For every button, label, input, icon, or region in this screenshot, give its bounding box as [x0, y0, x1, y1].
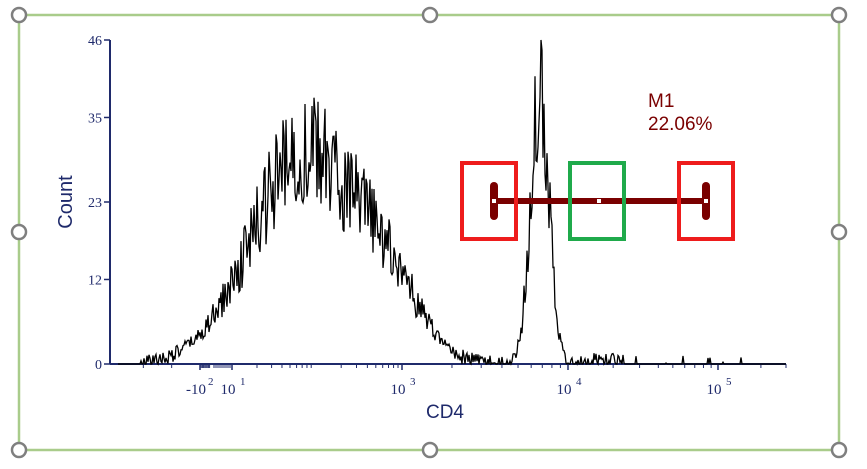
x-tick-exponent: 1	[240, 376, 246, 388]
y-ticks: 0 12 23 35 46	[88, 34, 110, 373]
x-tick-label: -10	[186, 382, 206, 398]
gate-right-dot	[704, 199, 708, 203]
x-tick-exponent: 2	[208, 376, 214, 388]
highlight-box-right	[677, 161, 735, 241]
highlight-box-center	[568, 161, 626, 241]
x-tick-exponent: 3	[410, 376, 416, 388]
resize-handle[interactable]	[421, 441, 439, 459]
x-ticks: -10 2 10 1 10 3 10 4 10 5	[142, 364, 787, 398]
resize-handle[interactable]	[830, 441, 848, 459]
gate-name: M1	[648, 91, 674, 112]
x-axis-label: CD4	[426, 402, 464, 423]
gate-percent: 22.06%	[648, 114, 713, 135]
resize-handles[interactable]	[10, 6, 848, 459]
y-tick-label: 23	[88, 196, 102, 211]
y-tick-label: 12	[88, 273, 102, 288]
resize-handle[interactable]	[830, 6, 848, 24]
gate-center-dot	[597, 199, 601, 203]
x-tick-exponent: 5	[726, 376, 732, 388]
y-tick-label: 46	[88, 34, 102, 49]
x-tick-label: 10	[557, 382, 572, 398]
highlight-box-left	[460, 161, 518, 241]
resize-handle[interactable]	[10, 441, 28, 459]
gate-m1[interactable]: M1 22.06%	[490, 91, 713, 220]
y-tick-label: 0	[95, 358, 102, 373]
resize-handle[interactable]	[421, 6, 439, 24]
y-tick-label: 35	[88, 111, 102, 126]
resize-handle[interactable]	[10, 223, 28, 241]
resize-handle[interactable]	[830, 223, 848, 241]
x-tick-exponent: 4	[576, 376, 582, 388]
resize-handle[interactable]	[10, 6, 28, 24]
x-tick-label: 10	[707, 382, 722, 398]
histogram-trace	[118, 39, 786, 367]
y-axis-label: Count	[55, 175, 77, 229]
x-tick-label: 10	[391, 382, 406, 398]
x-tick-label: 10	[221, 382, 236, 398]
gate-left-dot	[492, 199, 496, 203]
